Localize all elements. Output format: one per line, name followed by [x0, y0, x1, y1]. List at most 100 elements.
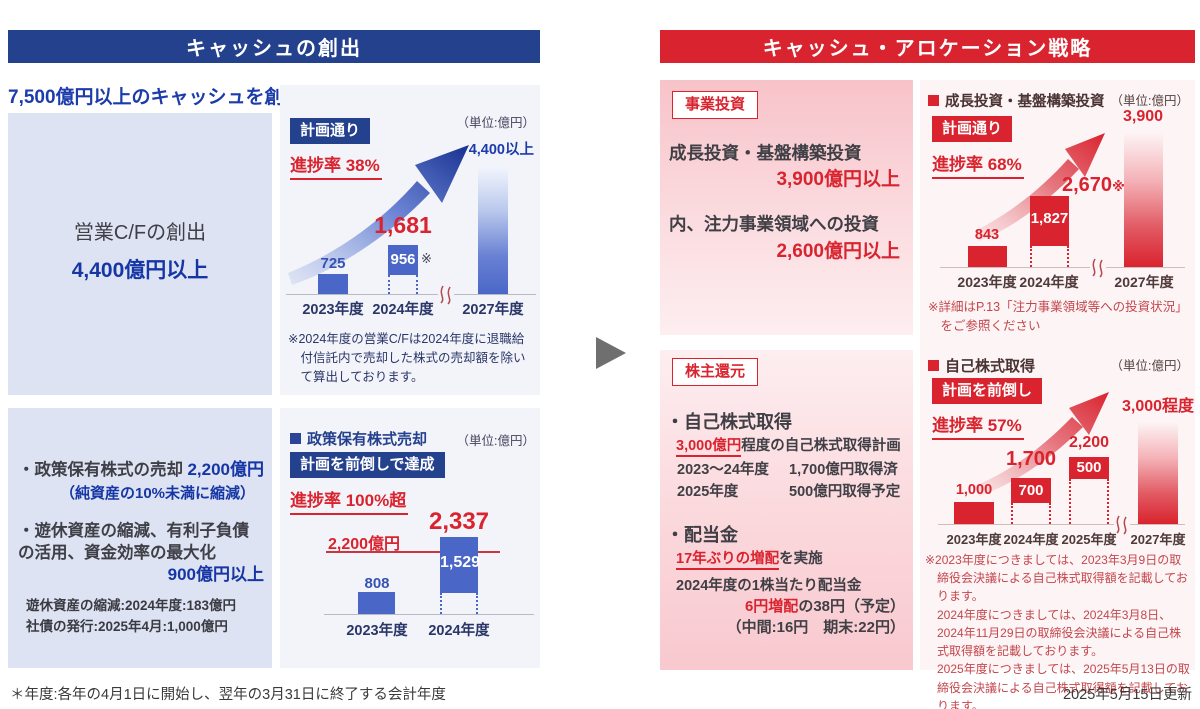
policy-shares-value: 2,200億円: [187, 460, 264, 479]
operating-cf-value: 4,400億円以上: [71, 259, 209, 282]
dividend-value-rest: の38円（予定）: [798, 598, 905, 615]
growth-chart-footnote: ※詳細はP.13「注力事業領域等への投資状況」をご参照ください: [928, 300, 1188, 333]
cf-x-2024: 2024年度: [372, 302, 434, 318]
target-line: [326, 551, 500, 553]
cf-x-2023: 2023年度: [302, 302, 364, 318]
dividend-value-line: 6円増配の38円（予定）: [745, 595, 905, 616]
operating-cf-label: 営業C/Fの創出: [73, 222, 207, 244]
buyback-x-2024: 2024年度: [1003, 532, 1059, 547]
growth-chart-progress: 進捗率 68%: [932, 150, 1024, 179]
idle-assets-label-line1: ・遊休資産の縮減、有利子負債: [18, 522, 249, 540]
buyback-bar-2025-total: 2,200: [1068, 434, 1110, 451]
buyback-row2-value: 500億円取得予定: [789, 484, 901, 500]
policy-bar-2024-dashed: [440, 593, 478, 614]
idle-assets-label: ・遊休資産の縮減、有利子負債 の活用、資金効率の最大化: [18, 520, 249, 565]
buyback-chart-axis: [938, 524, 1185, 525]
operating-cf-box: 営業C/Fの創出 4,400億円以上: [8, 113, 272, 395]
cf-footnote-mark: ※: [421, 251, 432, 266]
cf-bar-2023-label: 725: [320, 255, 346, 272]
cf-bar-2027: [478, 166, 508, 294]
buyback-plan-rest: 程度の自己株式取得計画: [741, 438, 901, 454]
growth-footnote-mark: ※: [1112, 179, 1125, 194]
dividend-breakdown: （中間:16円 期末:22円）: [726, 619, 905, 636]
buyback-plan-highlight: 3,000億円: [676, 438, 742, 457]
dividend-increase-highlight: 17年ぶりの増配: [676, 551, 780, 570]
buyback-schedule: 2023～24年度 1,700億円取得済 2025年度 500億円取得予定: [677, 459, 900, 503]
growth-chart-status-badge: 計画通り: [932, 116, 1013, 142]
buyback-chart-title-row: 自己株式取得: [928, 355, 1035, 376]
policy-bar-2023: [358, 592, 395, 614]
buyback-bar-2024-segment-label: 700: [1018, 482, 1044, 499]
cf-bar-2024-segment: 956: [388, 245, 418, 275]
buyback-bar-2024-segment: 700: [1011, 478, 1051, 503]
flow-arrow-icon: [596, 337, 626, 369]
left-panel-title: キャッシュの創出: [186, 38, 362, 60]
buyback-bar-2024-total: 1,700: [1005, 448, 1057, 470]
policy-chart-progress: 進捗率 100%超: [290, 486, 409, 515]
cf-chart-footnote: ※2024年度の営業C/Fは2024年度に退職給付信託内で売却した株式の売却額を…: [288, 332, 526, 384]
growth-investment-value: 3,900億円以上: [776, 169, 900, 190]
growth-bar-2024-dashed: [1030, 246, 1069, 267]
cf-bar-2024-total: 1,681: [374, 212, 432, 238]
target-line-label: 2,200億円: [328, 536, 401, 553]
legend-square-icon: [928, 360, 939, 371]
cf-chart-status-badge: 計画通り: [290, 118, 371, 144]
growth-bar-2027-label: 3,900: [1122, 108, 1164, 125]
cf-target-label: 4,400以上: [468, 142, 534, 158]
axis-break-icon: [1114, 513, 1130, 535]
buyback-chart-footnote: ※2023年度につきましては、2023年3月9日の取締役会決議による自己株式取得…: [925, 551, 1191, 709]
cf-chart-progress: 進捗率 38%: [290, 151, 382, 180]
cf-bar-2024-dashed: [388, 275, 418, 294]
business-investment-box: 事業投資 成長投資・基盤構築投資 3,900億円以上 内、注力事業領域への投資 …: [660, 80, 913, 335]
left-panel-header: キャッシュの創出: [8, 30, 540, 63]
cf-chart-axis: [286, 294, 536, 295]
growth-bar-2027: [1124, 133, 1163, 267]
idle-assets-value: 900億円以上: [167, 565, 264, 584]
buyback-bar-2023-label: 1,000: [955, 482, 993, 498]
growth-x-2024: 2024年度: [1019, 274, 1079, 290]
policy-bar-2024-total: 2,337: [428, 508, 490, 535]
buyback-footnote-2: 2024年度につきましては、2024年3月8日、2024年11月29日の取締役会…: [937, 607, 1182, 659]
right-panel-title: キャッシュ・アロケーション戦略: [762, 38, 1093, 60]
legend-square-icon: [928, 95, 939, 106]
buyback-bar-2027-label: 3,000程度: [1121, 398, 1195, 415]
focus-area-value: 2,600億円以上: [776, 241, 900, 262]
buyback-x-2027: 2027年度: [1130, 532, 1186, 547]
asset-detail-1: 遊休資産の縮減:2024年度:183億円: [26, 598, 237, 613]
growth-bar-2024-total-wrap: 2,670※: [1062, 174, 1125, 197]
buyback-footnote-1: ※2023年度につきましては、2023年3月9日の取締役会決議による自己株式取得…: [925, 553, 1188, 604]
growth-chart-title: 成長投資・基盤構築投資: [945, 94, 1105, 110]
operating-cf-chart: （単位:億円） 計画通り 進捗率 38% 4,400以上 725 1,681 9…: [280, 85, 540, 395]
growth-bar-2023: [968, 246, 1007, 267]
buyback-chart-status-badge: 計画を前倒し: [932, 378, 1043, 404]
policy-chart-status-badge: 計画を前倒しで達成: [290, 452, 445, 478]
policy-x-2023: 2023年度: [346, 623, 408, 639]
policy-chart-axis: [324, 614, 534, 615]
growth-arrow-icon: [288, 145, 469, 285]
policy-bar-2023-label: 808: [364, 575, 390, 592]
cash-creation-headline: 7,500億円以上のキャッシュを創出: [8, 87, 303, 108]
business-investment-badge: 事業投資: [672, 91, 759, 119]
growth-investment-label: 成長投資・基盤構築投資: [669, 143, 862, 163]
policy-chart-title-row: 政策保有株式売却: [290, 428, 427, 449]
axis-break-icon: [1090, 256, 1106, 278]
growth-x-2023: 2023年度: [957, 274, 1017, 290]
updated-date: 2025年5月15日更新: [1063, 687, 1192, 703]
buyback-bar-2025-segment: 500: [1069, 457, 1109, 479]
shareholder-return-badge: 株主還元: [672, 358, 759, 386]
cf-chart-unit: （単位:億円）: [456, 116, 535, 130]
buyback-chart-title: 自己株式取得: [945, 358, 1036, 375]
policy-chart-title: 政策保有株式売却: [307, 431, 428, 448]
cf-x-2027: 2027年度: [462, 302, 524, 318]
growth-arrow-icon: [975, 133, 1105, 241]
dividend-desc: 2024年度の1株当たり配当金: [676, 578, 862, 594]
dividend-value-red: 6円増配: [744, 598, 799, 615]
growth-bar-2024-segment-label: 1,827: [1030, 210, 1069, 227]
buyback-row2-label: 2025年度: [677, 484, 739, 500]
dividend-title: ・配当金: [666, 525, 738, 545]
policy-bar-2024-segment: 1,529: [440, 537, 480, 593]
buyback-title: ・自己株式取得: [666, 412, 792, 432]
buyback-bar-2025-dashed: [1069, 479, 1109, 524]
buyback-row-1: 2023～24年度 1,700億円取得済: [677, 459, 900, 481]
growth-investment-chart: 成長投資・基盤構築投資 （単位:億円） 計画通り 進捗率 68% 3,900 8…: [920, 80, 1195, 345]
